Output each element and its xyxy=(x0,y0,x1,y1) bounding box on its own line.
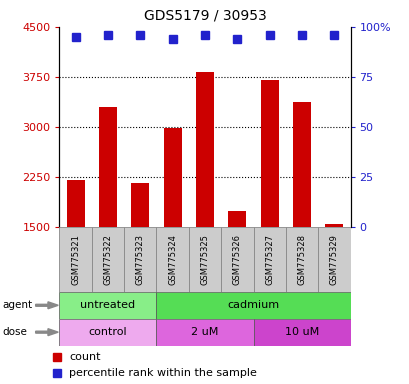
Bar xyxy=(253,319,350,346)
Bar xyxy=(220,227,253,292)
Bar xyxy=(59,227,92,292)
Text: percentile rank within the sample: percentile rank within the sample xyxy=(69,368,256,378)
Text: cadmium: cadmium xyxy=(227,300,279,310)
Bar xyxy=(285,227,317,292)
Text: GSM775325: GSM775325 xyxy=(200,234,209,285)
Bar xyxy=(131,183,149,227)
Text: count: count xyxy=(69,352,101,362)
Bar xyxy=(163,128,181,227)
Bar xyxy=(253,227,285,292)
Bar xyxy=(292,102,310,227)
Text: agent: agent xyxy=(2,300,32,310)
Bar xyxy=(156,319,253,346)
Bar xyxy=(92,227,124,292)
Bar xyxy=(67,180,84,227)
Bar xyxy=(124,227,156,292)
Text: 2 uM: 2 uM xyxy=(191,327,218,337)
Text: GSM775322: GSM775322 xyxy=(103,234,112,285)
Text: 10 uM: 10 uM xyxy=(284,327,318,337)
Bar xyxy=(317,227,350,292)
Text: GSM775323: GSM775323 xyxy=(135,234,144,285)
Title: GDS5179 / 30953: GDS5179 / 30953 xyxy=(143,9,266,23)
Bar xyxy=(196,72,213,227)
Bar xyxy=(228,211,246,227)
Text: GSM775328: GSM775328 xyxy=(297,234,306,285)
Text: GSM775327: GSM775327 xyxy=(265,234,274,285)
Text: GSM775321: GSM775321 xyxy=(71,234,80,285)
Text: untreated: untreated xyxy=(80,300,135,310)
Bar xyxy=(325,224,342,227)
Bar xyxy=(59,292,156,319)
Text: control: control xyxy=(88,327,127,337)
Text: GSM775326: GSM775326 xyxy=(232,234,241,285)
Text: GSM775324: GSM775324 xyxy=(168,234,177,285)
Bar xyxy=(156,227,189,292)
Text: GSM775329: GSM775329 xyxy=(329,234,338,285)
Bar xyxy=(156,292,350,319)
Bar xyxy=(59,319,156,346)
Bar xyxy=(99,107,117,227)
Bar xyxy=(189,227,220,292)
Bar xyxy=(260,80,278,227)
Text: dose: dose xyxy=(2,327,27,337)
